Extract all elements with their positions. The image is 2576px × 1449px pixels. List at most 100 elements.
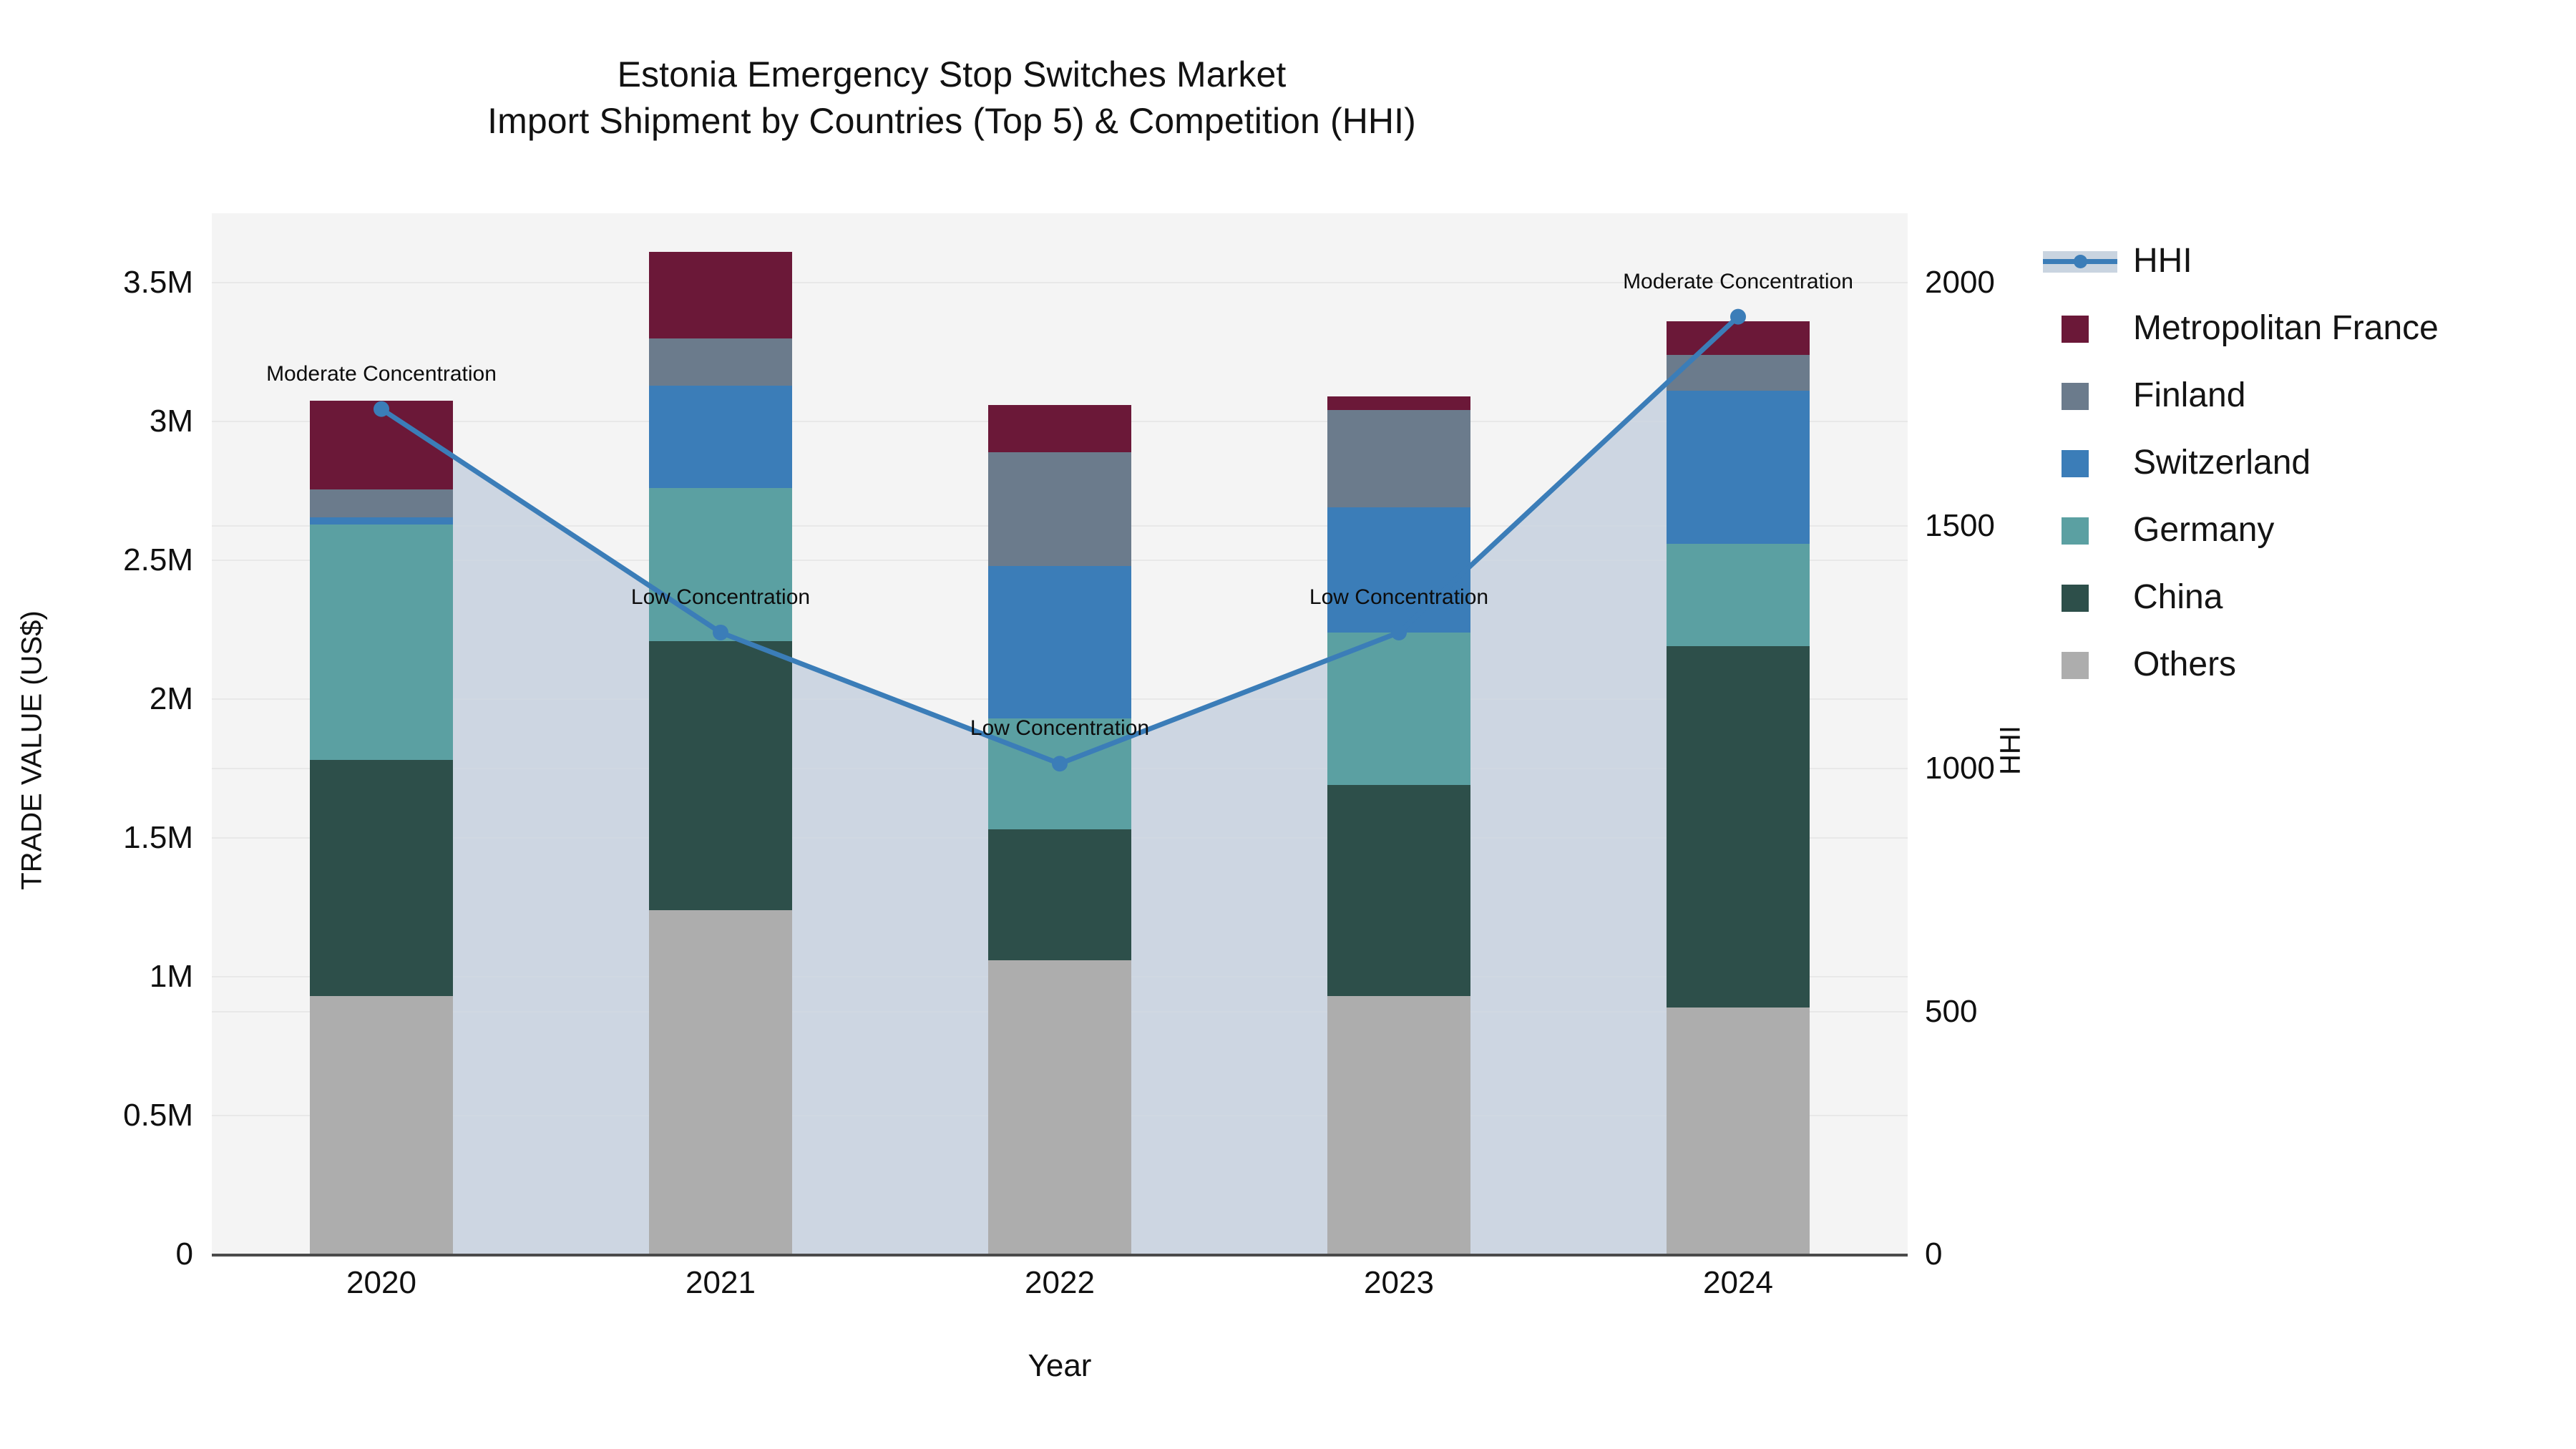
hhi-marker[interactable]: [1730, 308, 1746, 325]
legend-item-label: China: [2133, 578, 2223, 616]
bar-segment[interactable]: [1667, 543, 1810, 647]
legend-swatch-icon: [2043, 313, 2117, 344]
y-axis-left-tick-label: 1.5M: [123, 820, 193, 855]
bar-segment[interactable]: [310, 996, 453, 1254]
legend-item-label: Others: [2133, 645, 2237, 683]
bar-group[interactable]: [1667, 213, 1810, 1254]
hhi-marker[interactable]: [1052, 756, 1068, 772]
legend-swatch-icon: [2043, 380, 2117, 411]
chart-legend: HHI Metropolitan France Finland Switzerland…: [2043, 228, 2558, 698]
bar-segment[interactable]: [649, 338, 792, 386]
chart-title-block: Estonia Emergency Stop Switches Market I…: [0, 52, 1903, 145]
legend-swatch-icon: [2043, 649, 2117, 680]
y-axis-left-tick-label: 2.5M: [123, 542, 193, 577]
bar-segment[interactable]: [988, 960, 1131, 1254]
y-axis-left-tick-label: 0.5M: [123, 1098, 193, 1133]
x-axis-tick-label: 2023: [1364, 1265, 1434, 1300]
x-axis-tick-label: 2021: [686, 1265, 756, 1300]
bar-segment[interactable]: [988, 404, 1131, 452]
y-axis-right-tick-label: 0: [1925, 1236, 1943, 1272]
bar-segment[interactable]: [649, 252, 792, 338]
legend-item-label: Metropolitan France: [2133, 309, 2439, 347]
legend-color-swatch: [2062, 517, 2089, 545]
legend-swatch-icon: [2043, 447, 2117, 479]
y-axis-left-tick-label: 2M: [149, 681, 193, 716]
bar-segment[interactable]: [649, 640, 792, 910]
bar-group[interactable]: [649, 213, 792, 1254]
plot-clip: Moderate Concentration Low Concentration L…: [212, 213, 1908, 1254]
x-axis-tick-label: 2020: [346, 1265, 416, 1300]
bar-segment[interactable]: [649, 488, 792, 641]
hhi-marker[interactable]: [374, 401, 389, 417]
y-axis-right-tick-label: 1000: [1925, 751, 1995, 786]
legend-item[interactable]: Others: [2043, 631, 2558, 698]
bar-group[interactable]: [988, 213, 1131, 1254]
y-axis-left-label: TRADE VALUE (US$): [16, 610, 48, 890]
concentration-annotation: Moderate Concentration: [1623, 269, 1853, 293]
bar-segment[interactable]: [1327, 410, 1470, 508]
gridline: [212, 282, 1908, 284]
y-axis-right-tick-label: 1500: [1925, 507, 1995, 543]
x-axis-tick-label: 2024: [1703, 1265, 1773, 1300]
bar-segment[interactable]: [1667, 391, 1810, 544]
bar-segment[interactable]: [649, 909, 792, 1254]
legend-item[interactable]: Switzerland: [2043, 429, 2558, 497]
bar-segment[interactable]: [310, 517, 453, 525]
bar-segment[interactable]: [310, 489, 453, 517]
y-axis-left-tick-label: 3.5M: [123, 265, 193, 300]
legend-item-label: Switzerland: [2133, 444, 2311, 482]
hhi-polyline: [381, 317, 1738, 764]
legend-item[interactable]: Germany: [2043, 497, 2558, 564]
plot-area: Moderate Concentration Low Concentration L…: [212, 213, 1908, 1254]
bar-segment[interactable]: [988, 718, 1131, 830]
legend-swatch-icon: [2043, 514, 2117, 546]
bar-segment[interactable]: [310, 524, 453, 761]
y-axis-right-label: HHI: [1994, 726, 2026, 775]
x-axis-tick-label: 2022: [1025, 1265, 1095, 1300]
legend-swatch-icon: [2043, 582, 2117, 613]
chart-subtitle: Import Shipment by Countries (Top 5) & C…: [487, 101, 1416, 141]
legend-item-label: Finland: [2133, 376, 2246, 414]
hhi-marker[interactable]: [1391, 624, 1407, 640]
bar-segment[interactable]: [1327, 632, 1470, 786]
bar-group[interactable]: [1327, 213, 1470, 1254]
y-axis-right-tick-label: 2000: [1925, 265, 1995, 301]
concentration-annotation: Low Concentration: [970, 716, 1150, 741]
bar-segment[interactable]: [988, 829, 1131, 960]
bar-segment[interactable]: [1667, 321, 1810, 355]
legend-item-label: HHI: [2133, 242, 2192, 280]
legend-color-swatch: [2062, 383, 2089, 410]
legend-color-swatch: [2062, 450, 2089, 477]
bar-segment[interactable]: [1667, 646, 1810, 1008]
y-axis-left-tick-label: 0: [175, 1236, 193, 1272]
legend-line-dot-icon: [2074, 255, 2087, 268]
bar-segment[interactable]: [1327, 785, 1470, 997]
bar-segment[interactable]: [310, 760, 453, 997]
legend-item[interactable]: HHI: [2043, 228, 2558, 295]
bar-segment[interactable]: [1667, 1007, 1810, 1254]
legend-color-swatch: [2062, 585, 2089, 612]
bar-segment[interactable]: [988, 565, 1131, 719]
hhi-marker[interactable]: [713, 624, 728, 640]
legend-color-swatch: [2062, 316, 2089, 343]
legend-item[interactable]: Finland: [2043, 362, 2558, 429]
legend-item[interactable]: Metropolitan France: [2043, 295, 2558, 362]
chart-title: Estonia Emergency Stop Switches Market: [617, 54, 1287, 94]
bar-segment[interactable]: [988, 452, 1131, 566]
y-axis-right-tick-label: 500: [1925, 993, 1978, 1029]
bar-segment[interactable]: [1327, 996, 1470, 1254]
legend-line-key-icon: [2043, 245, 2117, 277]
bar-segment[interactable]: [649, 385, 792, 489]
legend-item-label: Germany: [2133, 511, 2275, 549]
legend-item[interactable]: China: [2043, 564, 2558, 631]
bar-segment[interactable]: [1327, 507, 1470, 633]
legend-color-swatch: [2062, 652, 2089, 679]
concentration-annotation: Moderate Concentration: [266, 361, 497, 386]
concentration-annotation: Low Concentration: [1309, 585, 1489, 609]
x-axis-line: [212, 1254, 1908, 1257]
bar-segment[interactable]: [1327, 396, 1470, 411]
y-axis-left-tick-label: 1M: [149, 959, 193, 994]
bar-group[interactable]: [310, 213, 453, 1254]
concentration-annotation: Low Concentration: [630, 585, 811, 609]
